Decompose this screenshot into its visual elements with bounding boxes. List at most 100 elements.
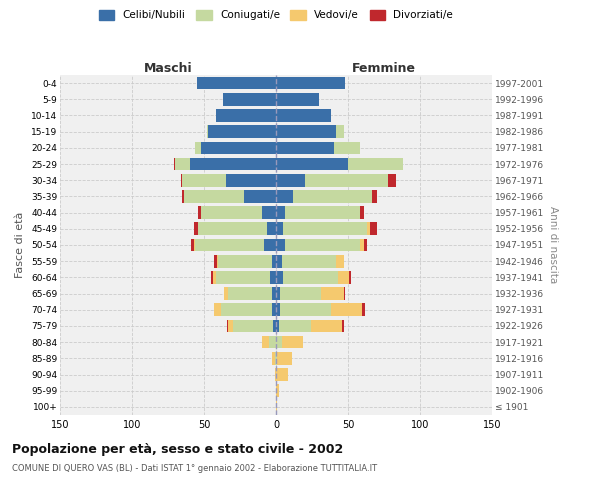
Bar: [276, 352, 277, 364]
Bar: [279, 320, 311, 332]
Bar: [201, 206, 262, 219]
Bar: [282, 255, 337, 268]
Bar: [194, 222, 198, 235]
Bar: [224, 288, 229, 300]
Bar: [342, 320, 344, 332]
Bar: [182, 190, 184, 202]
Bar: [214, 255, 217, 268]
Bar: [373, 190, 377, 202]
Bar: [370, 222, 377, 235]
Bar: [194, 238, 196, 252]
Bar: [218, 255, 272, 268]
Bar: [320, 288, 344, 300]
Bar: [229, 288, 272, 300]
Bar: [273, 320, 276, 332]
Bar: [276, 174, 305, 186]
Y-axis label: Fasce di età: Fasce di età: [16, 212, 25, 278]
Bar: [276, 222, 283, 235]
Bar: [283, 222, 367, 235]
Bar: [276, 77, 345, 90]
Bar: [276, 384, 279, 397]
Bar: [275, 352, 276, 364]
Bar: [337, 126, 344, 138]
Bar: [348, 158, 403, 170]
Bar: [272, 288, 276, 300]
Bar: [276, 158, 348, 170]
Bar: [276, 142, 334, 154]
Bar: [344, 288, 345, 300]
Text: Maschi: Maschi: [143, 62, 193, 75]
Bar: [337, 255, 344, 268]
Bar: [283, 271, 338, 283]
Bar: [229, 320, 233, 332]
Bar: [207, 126, 208, 138]
Bar: [276, 206, 284, 219]
Bar: [282, 336, 304, 348]
Bar: [276, 368, 287, 381]
Bar: [184, 190, 244, 202]
Bar: [198, 206, 201, 219]
Bar: [175, 158, 190, 170]
Bar: [268, 222, 276, 235]
Bar: [367, 222, 370, 235]
Bar: [223, 93, 276, 106]
Bar: [272, 255, 276, 268]
Bar: [276, 255, 282, 268]
Bar: [338, 271, 349, 283]
Bar: [217, 255, 218, 268]
Bar: [276, 271, 283, 283]
Bar: [221, 304, 272, 316]
Bar: [190, 158, 276, 170]
Bar: [265, 238, 276, 252]
Bar: [364, 238, 367, 252]
Bar: [284, 206, 359, 219]
Legend: Celibi/Nubili, Coniugati/e, Vedovi/e, Divorziati/e: Celibi/Nubili, Coniugati/e, Vedovi/e, Di…: [99, 10, 453, 20]
Bar: [284, 238, 359, 252]
Bar: [276, 336, 282, 348]
Bar: [244, 190, 276, 202]
Bar: [349, 271, 351, 283]
Bar: [359, 238, 364, 252]
Bar: [276, 238, 284, 252]
Bar: [276, 93, 319, 106]
Bar: [388, 174, 395, 186]
Bar: [174, 158, 175, 170]
Bar: [182, 174, 226, 186]
Bar: [331, 304, 362, 316]
Text: Popolazione per età, sesso e stato civile - 2002: Popolazione per età, sesso e stato civil…: [12, 442, 343, 456]
Bar: [311, 320, 342, 332]
Bar: [280, 304, 331, 316]
Bar: [359, 206, 364, 219]
Bar: [272, 304, 276, 316]
Bar: [276, 190, 293, 202]
Bar: [276, 109, 331, 122]
Bar: [276, 288, 280, 300]
Bar: [196, 238, 265, 252]
Bar: [214, 304, 221, 316]
Bar: [212, 271, 215, 283]
Bar: [277, 352, 292, 364]
Bar: [276, 320, 279, 332]
Bar: [272, 352, 275, 364]
Bar: [227, 320, 229, 332]
Bar: [262, 206, 276, 219]
Bar: [211, 271, 212, 283]
Bar: [262, 336, 269, 348]
Bar: [362, 304, 365, 316]
Text: Femmine: Femmine: [352, 62, 416, 75]
Bar: [276, 304, 280, 316]
Bar: [181, 174, 182, 186]
Text: COMUNE DI QUERO VAS (BL) - Dati ISTAT 1° gennaio 2002 - Elaborazione TUTTITALIA.: COMUNE DI QUERO VAS (BL) - Dati ISTAT 1°…: [12, 464, 377, 473]
Bar: [215, 109, 276, 122]
Bar: [305, 174, 388, 186]
Bar: [275, 368, 276, 381]
Bar: [196, 142, 201, 154]
Bar: [226, 174, 276, 186]
Bar: [270, 271, 276, 283]
Y-axis label: Anni di nascita: Anni di nascita: [548, 206, 558, 284]
Bar: [269, 336, 276, 348]
Bar: [276, 400, 277, 413]
Bar: [208, 126, 276, 138]
Bar: [198, 222, 268, 235]
Bar: [201, 142, 276, 154]
